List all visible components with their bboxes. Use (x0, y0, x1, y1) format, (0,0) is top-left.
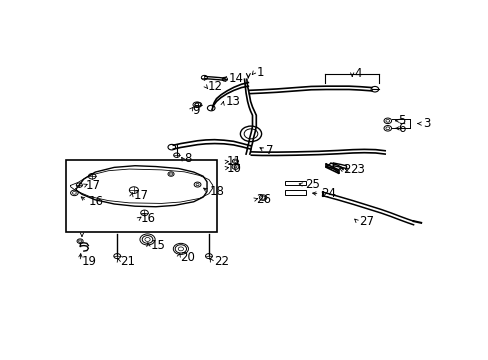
Bar (65, 159, 217, 232)
Bar (285, 190, 305, 194)
Text: 8: 8 (184, 152, 191, 165)
Text: 13: 13 (225, 95, 240, 108)
Text: 16: 16 (88, 195, 103, 208)
Text: 16: 16 (140, 212, 155, 225)
Text: 14: 14 (228, 72, 244, 85)
Text: 9: 9 (192, 104, 200, 117)
Text: 27: 27 (359, 215, 374, 228)
Text: 4: 4 (353, 67, 361, 80)
Bar (285, 181, 305, 185)
Text: 22: 22 (213, 255, 228, 268)
Text: 24: 24 (321, 188, 336, 201)
Text: 7: 7 (265, 144, 273, 157)
Text: 1: 1 (256, 66, 263, 78)
Text: 17: 17 (133, 189, 148, 202)
Text: 17: 17 (85, 179, 101, 192)
Text: 15: 15 (150, 239, 165, 252)
Text: 5: 5 (397, 114, 405, 127)
Text: 11: 11 (226, 156, 241, 168)
Text: 18: 18 (210, 185, 224, 198)
Text: 23: 23 (349, 163, 365, 176)
Text: 21: 21 (121, 255, 135, 268)
Text: 26: 26 (256, 193, 271, 206)
Text: 2: 2 (343, 163, 350, 176)
Text: 12: 12 (207, 80, 223, 93)
Text: 19: 19 (82, 255, 97, 268)
Text: 6: 6 (397, 122, 405, 135)
Text: 20: 20 (180, 251, 195, 264)
Text: 3: 3 (422, 117, 429, 130)
Text: 25: 25 (304, 178, 319, 191)
Text: 10: 10 (226, 162, 241, 175)
